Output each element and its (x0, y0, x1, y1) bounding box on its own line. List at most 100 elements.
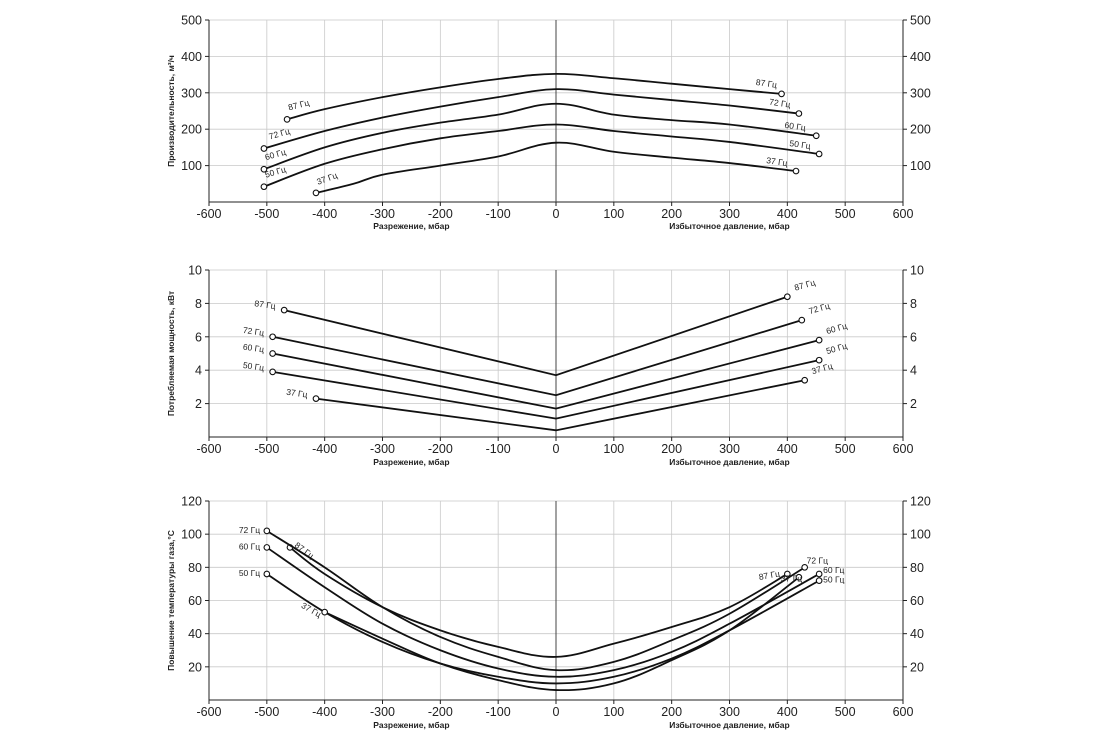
x-tick-label: -500 (254, 207, 279, 221)
series-label: 72 Гц (268, 126, 291, 142)
series-label: 37 Гц (781, 573, 802, 583)
series-line (263, 123, 820, 188)
series-label: 87 Гц (755, 77, 778, 90)
series-label: 60 Гц (823, 565, 844, 575)
y-tick-label-left: 80 (188, 561, 202, 575)
y-tick-label-right: 100 (910, 159, 931, 173)
series-marker-right (792, 167, 800, 175)
y-tick-label-left: 200 (181, 123, 202, 137)
x-axis-title-left: Разрежение, мбар (373, 221, 449, 231)
series-87-гц: 87 Гц 87 Гц (254, 277, 816, 377)
y-tick-label-left: 100 (181, 528, 202, 542)
y-tick-label-right: 100 (910, 528, 931, 542)
series-line (283, 295, 788, 377)
series-37-гц: 37 Гц 37 Гц (300, 573, 802, 692)
x-tick-label: -100 (486, 442, 511, 456)
x-tick-label: -300 (370, 705, 395, 719)
x-axis-title-left: Разрежение, мбар (373, 720, 449, 730)
series-line (289, 546, 788, 658)
x-axis-title-left: Разрежение, мбар (373, 457, 449, 467)
series-line (315, 141, 797, 194)
series-line (263, 102, 817, 171)
x-tick-label: -200 (428, 207, 453, 221)
x-tick-label: 200 (661, 442, 682, 456)
series-marker-right (801, 563, 809, 571)
y-tick-label-right: 300 (910, 86, 931, 100)
y-tick-label-left: 120 (181, 495, 202, 509)
x-axis-title-right: Избыточное давление, мбар (669, 221, 789, 231)
series-line (266, 573, 820, 685)
y-tick-label-right: 6 (910, 330, 917, 344)
y-tick-label-right: 8 (910, 297, 917, 311)
series-line (272, 359, 820, 420)
x-tick-label: 100 (603, 705, 624, 719)
x-axis-title-right: Избыточное давление, мбар (669, 720, 789, 730)
x-tick-label: -200 (428, 442, 453, 456)
y-tick-label-right: 120 (910, 495, 931, 509)
x-tick-label: 300 (719, 705, 740, 719)
x-tick-label: 600 (893, 207, 914, 221)
series-label: 87 Гц (254, 298, 277, 311)
y-tick-label-right: 40 (910, 627, 924, 641)
series-label: 50 Гц (789, 138, 812, 151)
series-marker-left (269, 368, 276, 376)
x-tick-label: 500 (835, 207, 856, 221)
y-tick-label-right: 2 (910, 397, 917, 411)
series-72-гц: 72 Гц 72 Гц (242, 301, 831, 397)
series-72-гц: 72 Гц 72 Гц (260, 88, 803, 152)
series-72-гц: 72 Гц 72 Гц (239, 525, 828, 672)
series-line (315, 379, 805, 432)
x-tick-label: 500 (835, 705, 856, 719)
series-label: 60 Гц (784, 120, 807, 133)
series-label: 60 Гц (242, 342, 265, 355)
series-marker-left (269, 333, 276, 341)
series-marker-right (778, 90, 785, 98)
series-label: 50 Гц (823, 575, 844, 585)
x-tick-label: 0 (553, 705, 560, 719)
x-tick-label: 300 (719, 442, 740, 456)
series-label: 37 Гц (300, 600, 324, 619)
x-tick-label: -200 (428, 705, 453, 719)
x-tick-label: -500 (254, 442, 279, 456)
chart-2: -600 -500 -400 -300 -200 -100 0 100 200 300 400 500… (166, 264, 924, 468)
series-marker-left (280, 306, 288, 314)
x-tick-label: -400 (312, 442, 337, 456)
series-marker-left (312, 395, 320, 402)
x-tick-label: -500 (254, 705, 279, 719)
series-label: 72 Гц (242, 325, 265, 338)
x-tick-label: -600 (196, 207, 221, 221)
x-tick-label: -300 (370, 207, 395, 221)
series-line (272, 319, 803, 397)
x-tick-label: 400 (777, 207, 798, 221)
x-tick-label: 400 (777, 705, 798, 719)
y-tick-label-left: 20 (188, 660, 202, 674)
series-marker-left (263, 544, 271, 551)
y-tick-label-left: 60 (188, 594, 202, 608)
y-tick-label-left: 4 (195, 364, 202, 378)
series-line (266, 546, 820, 678)
series-label: 37 Гц (286, 387, 309, 400)
series-label: 72 Гц (769, 97, 792, 110)
series-line (266, 530, 806, 672)
series-marker-right (815, 577, 823, 584)
chart-3: -600 -500 -400 -300 -200 -100 0 100 200 300 400 500… (166, 495, 931, 731)
series-marker-left (260, 165, 268, 173)
x-tick-label: -600 (196, 705, 221, 719)
series-label: 50 Гц (239, 568, 260, 578)
y-tick-label-left: 6 (195, 330, 202, 344)
series-line (272, 339, 820, 410)
y-tick-label-left: 400 (181, 50, 202, 64)
y-axis-title: Повышение температуры газа,°C (166, 530, 176, 671)
y-tick-label-right: 20 (910, 660, 924, 674)
y-tick-label-left: 2 (195, 397, 202, 411)
y-tick-label-right: 60 (910, 594, 924, 608)
series-marker-left (321, 608, 329, 616)
series-marker-right (798, 316, 806, 324)
series-label: 37 Гц (766, 155, 789, 168)
series-marker-left (312, 189, 320, 197)
y-tick-label-right: 500 (910, 14, 931, 28)
x-tick-label: 200 (661, 207, 682, 221)
x-tick-label: -400 (312, 207, 337, 221)
y-tick-label-right: 80 (910, 561, 924, 575)
